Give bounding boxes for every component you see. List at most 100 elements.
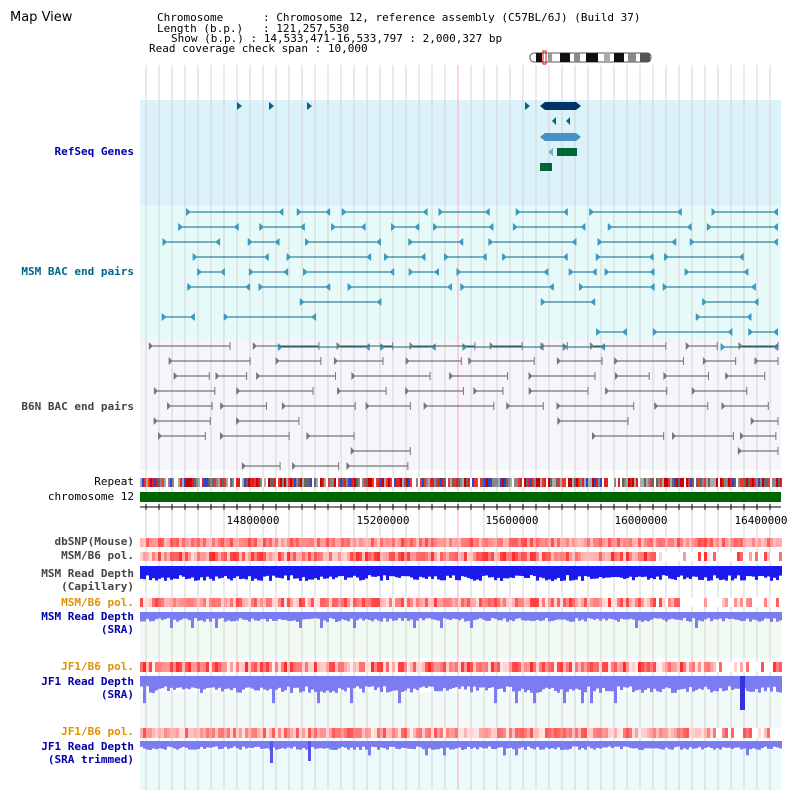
msm-sra-depth-bar: [428, 612, 431, 619]
msm-capillary-depth-bar: [188, 566, 191, 579]
msm-b6-pol-mark: [704, 598, 707, 607]
msm-bac-end: [258, 283, 264, 291]
jf1-trimmed-depth-bar: [692, 741, 695, 749]
jf1-sra-depth-bar: [593, 676, 596, 692]
msm-b6-pol-mark: [437, 598, 440, 607]
chromosome-ideogram[interactable]: [529, 50, 652, 65]
dbsnp-mark: [554, 538, 557, 547]
msm-capillary-depth-bar: [242, 566, 245, 579]
jf1-trimmed-depth-bar: [398, 741, 401, 750]
msm-b6-pol-mark: [716, 598, 719, 607]
jf1-sra-depth-bar: [155, 676, 158, 691]
msm-b6-pol-mark: [353, 598, 356, 607]
msm-b6-pol-mark: [167, 598, 170, 607]
jf1-b6-pol-mark: [434, 662, 437, 672]
jf1-sra-depth-bar: [146, 676, 149, 687]
msm-sra-depth-bar: [425, 612, 428, 619]
jf1-sra-depth-bar: [479, 676, 482, 688]
dbsnp-mark: [368, 538, 371, 547]
msm-capillary-depth-bar: [317, 566, 320, 580]
msm-capillary-depth-bar: [254, 566, 257, 579]
track-label-msm-b6-pol-2: MSM/B6 pol.: [61, 596, 134, 609]
msm-sra-depth-bar: [197, 612, 200, 621]
axis-tick-label: 15200000: [356, 514, 410, 527]
msm-capillary-depth-bar: [755, 566, 758, 580]
dbsnp-mark: [545, 538, 548, 547]
msm-bac-end: [460, 283, 466, 291]
msm-capillary-depth-bar: [236, 566, 239, 577]
msm-capillary-depth-bar: [641, 566, 644, 578]
dbsnp-mark: [326, 538, 329, 547]
b6n-bac-end: [220, 402, 225, 410]
msm-capillary-depth-bar: [698, 566, 701, 580]
repeat-mark: [368, 478, 370, 487]
b6n-bac-end: [158, 432, 163, 440]
msm-b6-pol-mark: [365, 598, 368, 607]
repeat-mark: [298, 478, 300, 487]
repeat-mark: [282, 478, 284, 487]
msm-b6-pol-mark: [668, 598, 671, 607]
jf1-b6-pol-mark: [290, 728, 293, 738]
msm-b6-pol-mark: [584, 598, 587, 607]
jf1-b6-pol-mark: [521, 662, 524, 672]
msm-b6-pol-mark: [488, 552, 491, 561]
jf1-b6-pol-mark: [197, 662, 200, 672]
msm-b6-pol-mark: [647, 598, 650, 607]
msm-bac-end: [773, 328, 778, 336]
msm-bac-end: [366, 253, 372, 261]
repeat-mark: [188, 478, 190, 487]
repeat-mark: [618, 478, 620, 487]
jf1-sra-depth-bar: [374, 676, 377, 691]
msm-bac-end: [438, 208, 444, 216]
b6n-bac-end: [672, 432, 677, 440]
repeat-mark: [624, 478, 626, 487]
jf1-trimmed-depth-bar: [695, 741, 698, 749]
jf1-sra-depth-bar: [275, 676, 278, 690]
jf1-trimmed-depth-bar: [251, 741, 254, 749]
dbsnp-mark: [320, 538, 323, 547]
repeat-mark: [156, 478, 158, 487]
repeat-mark: [766, 478, 768, 487]
msm-sra-depth-bar: [335, 612, 338, 622]
jf1-b6-pol-mark: [605, 662, 608, 672]
msm-b6-pol-mark: [149, 598, 152, 607]
msm-capillary-depth-bar: [527, 566, 530, 578]
jf1-b6-pol-mark: [509, 728, 512, 738]
repeat-mark: [262, 478, 264, 487]
repeat-mark: [580, 478, 582, 487]
jf1-b6-pol-mark: [647, 662, 650, 672]
msm-b6-pol-mark: [431, 598, 434, 607]
jf1-b6-pol-mark: [653, 728, 656, 738]
msm-capillary-depth-bar: [725, 566, 728, 581]
dbsnp-mark: [719, 538, 722, 547]
msm-capillary-depth-bar: [302, 566, 305, 578]
jf1-sra-depth-bar: [629, 676, 632, 687]
jf1-trimmed-depth-bar: [542, 741, 545, 750]
repeat-mark: [588, 478, 590, 487]
msm-bac-end: [325, 283, 331, 291]
refseq-gene: [540, 133, 581, 141]
axis-tick-label: 15600000: [485, 514, 539, 527]
msm-bac-end: [548, 283, 554, 291]
jf1-sra-depth-bar: [362, 676, 365, 693]
jf1-sra-depth-bar: [320, 676, 323, 692]
repeat-mark: [164, 478, 166, 487]
msm-b6-pol-mark: [665, 598, 668, 607]
jf1-sra-depth-bar: [764, 676, 767, 692]
msm-capillary-depth-bar: [776, 566, 779, 581]
jf1-trimmed-depth-bar: [752, 741, 755, 749]
msm-sra-depth-bar: [164, 612, 167, 620]
repeat-mark: [386, 478, 388, 487]
jf1-b6-pol-mark: [710, 728, 713, 738]
jf1-b6-pol-mark: [299, 662, 302, 672]
msm-bac-end: [215, 238, 221, 246]
msm-capillary-depth-bar: [326, 566, 329, 579]
jf1-trimmed-depth-bar: [644, 741, 647, 749]
repeat-mark: [736, 478, 738, 487]
jf1-b6-pol-mark: [338, 728, 341, 738]
repeat-mark: [776, 478, 778, 487]
msm-capillary-depth-bar: [569, 566, 572, 581]
jf1-b6-pol-mark: [158, 662, 161, 672]
